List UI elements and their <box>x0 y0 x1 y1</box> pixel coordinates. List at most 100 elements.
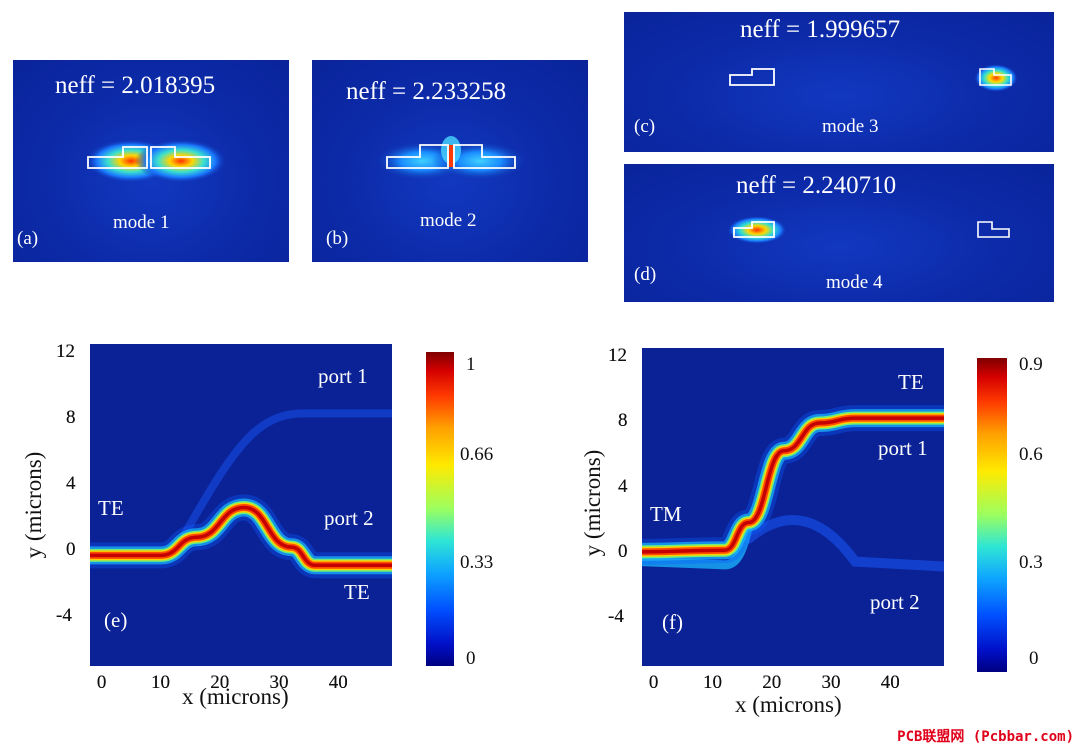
colorbar-tick: 0.66 <box>460 444 494 465</box>
panel-c-field <box>729 64 1018 92</box>
beam-path-layer-5 <box>90 505 392 568</box>
watermark: PCB联盟网 (Pcbbar.com) <box>897 729 1074 745</box>
y-axis-title: y (microns) <box>21 451 46 559</box>
mode-label: mode 3 <box>822 116 879 137</box>
colorbar-tick: 1 <box>466 354 476 375</box>
colorbar-tick: 0.6 <box>1019 444 1043 465</box>
x-tick-label: 40 <box>880 672 900 693</box>
y-tick-label: 0 <box>618 540 628 562</box>
field-gap-hotspot <box>449 145 453 167</box>
x-tick-label: 10 <box>151 672 171 693</box>
x-tick-label: 0 <box>648 672 659 693</box>
x-tick-label: 20 <box>210 672 230 693</box>
x-tick-label: 10 <box>703 672 723 693</box>
y-tick-label: -4 <box>608 606 624 628</box>
input-mode-label: TE <box>98 496 124 520</box>
y-tick-label: 0 <box>618 540 628 562</box>
output-mode-label: TE <box>898 370 924 394</box>
colorbar <box>977 358 1007 672</box>
y-tick-label: 12 <box>56 341 75 363</box>
mode-label: mode 2 <box>420 210 477 231</box>
plot-f: TE port 1 port 2 TM (f) 0 10 20 30 40 12 8 4 0 -4… <box>553 330 1080 750</box>
x-tick-label: 30 <box>821 672 841 693</box>
y-tick-label: 4 <box>66 473 76 495</box>
panel-b-field <box>374 136 528 181</box>
colorbar-tick: 0.9 <box>1019 354 1043 375</box>
x-tick-label: 10 <box>151 672 171 693</box>
waveguide-outline-right <box>453 144 516 169</box>
y-axis-title: y (microns) <box>580 449 605 557</box>
colorbar-tick: 0.33 <box>460 552 494 573</box>
beam-path-layer-5 <box>642 416 944 554</box>
x-tick-label: 10 <box>703 672 723 693</box>
x-tick-label: 0 <box>648 672 659 693</box>
y-tick-label: 4 <box>618 475 628 497</box>
input-mode-label: TM <box>650 502 682 526</box>
panel-d-field <box>727 216 1010 244</box>
waveguide-outline-right <box>150 146 211 169</box>
waveguide-outline-left <box>733 221 775 238</box>
faint-branch-port2 <box>743 515 944 572</box>
y-tick-label: 4 <box>66 473 76 495</box>
plot-e-heatmap <box>90 409 392 579</box>
panel-a-mode1: neff = 2.018395 mode 1 (a) <box>13 60 289 262</box>
x-tick-label: 30 <box>821 672 841 693</box>
mode-label: mode 4 <box>826 272 883 293</box>
y-tick-label: 12 <box>608 345 627 367</box>
x-tick-label: 20 <box>210 672 230 693</box>
panel-d-mode4: neff = 2.240710 mode 4 (d) <box>624 164 1054 302</box>
y-tick-label: 8 <box>66 407 76 429</box>
y-tick-label: 12 <box>56 341 75 363</box>
panel-label: (a) <box>17 228 39 249</box>
y-tick-label: 12 <box>608 345 627 367</box>
waveguide-outline-left <box>87 146 148 169</box>
x-tick-label: 30 <box>269 672 289 693</box>
y-tick-label: 8 <box>618 410 628 432</box>
plot-label: (e) <box>104 608 128 632</box>
y-tick-label: -4 <box>608 606 624 628</box>
y-tick-label: -4 <box>56 605 72 627</box>
neff-value: neff = 2.018395 <box>55 72 216 99</box>
panel-a-field <box>85 139 227 183</box>
x-tick-label: 20 <box>762 672 782 693</box>
y-tick-label: 4 <box>618 475 628 497</box>
waveguide-outline-left <box>386 144 449 169</box>
y-tick-label: -4 <box>56 605 72 627</box>
plot-f-area: TE port 1 port 2 TM (f) <box>642 348 944 666</box>
neff-value: neff = 2.233258 <box>346 78 507 105</box>
field-lobe-right <box>135 139 227 183</box>
panel-b-mode2: neff = 2.233258 mode 2 (b) <box>312 60 588 262</box>
plot-e-area: port 1 port 2 TE TE (e) <box>90 344 392 666</box>
neff-value: neff = 2.240710 <box>736 172 897 199</box>
colorbar-tick: 0 <box>1029 648 1039 669</box>
waveguide-outline-right <box>979 68 1012 86</box>
x-tick-label: 40 <box>328 672 348 693</box>
neff-value: neff = 1.999657 <box>740 16 901 43</box>
x-tick-label: 0 <box>96 672 107 693</box>
port2-label: port 2 <box>324 506 374 530</box>
panel-c-mode3: neff = 1.999657 mode 3 (c) <box>624 12 1054 152</box>
plot-e: port 1 port 2 TE TE (e) 0 10 20 30 40 12 8 4 0 -4… <box>0 330 540 750</box>
y-tick-label: 8 <box>66 407 76 429</box>
colorbar-tick: 0.3 <box>1019 552 1043 573</box>
y-tick-label: 8 <box>618 410 628 432</box>
y-tick-label: 0 <box>66 539 76 561</box>
x-tick-label: 0 <box>96 672 107 693</box>
port1-label: port 1 <box>878 436 928 460</box>
mode-label: mode 1 <box>113 212 170 233</box>
port2-label: port 2 <box>870 590 920 614</box>
panel-label: (d) <box>634 264 657 285</box>
panel-label: (c) <box>634 116 656 137</box>
output-mode-label: TE <box>344 580 370 604</box>
y-tick-label: 0 <box>66 539 76 561</box>
waveguide-outline-right <box>977 221 1010 238</box>
waveguide-outline-left <box>729 68 775 86</box>
faint-branch-port1 <box>180 409 392 538</box>
field-hotspot <box>727 216 787 244</box>
x-tick-label: 30 <box>269 672 289 693</box>
x-tick-label: 40 <box>328 672 348 693</box>
x-axis-title: x (microns) <box>182 684 289 709</box>
x-tick-label: 40 <box>880 672 900 693</box>
plot-label: (f) <box>662 610 683 634</box>
x-axis-title: x (microns) <box>735 692 842 717</box>
